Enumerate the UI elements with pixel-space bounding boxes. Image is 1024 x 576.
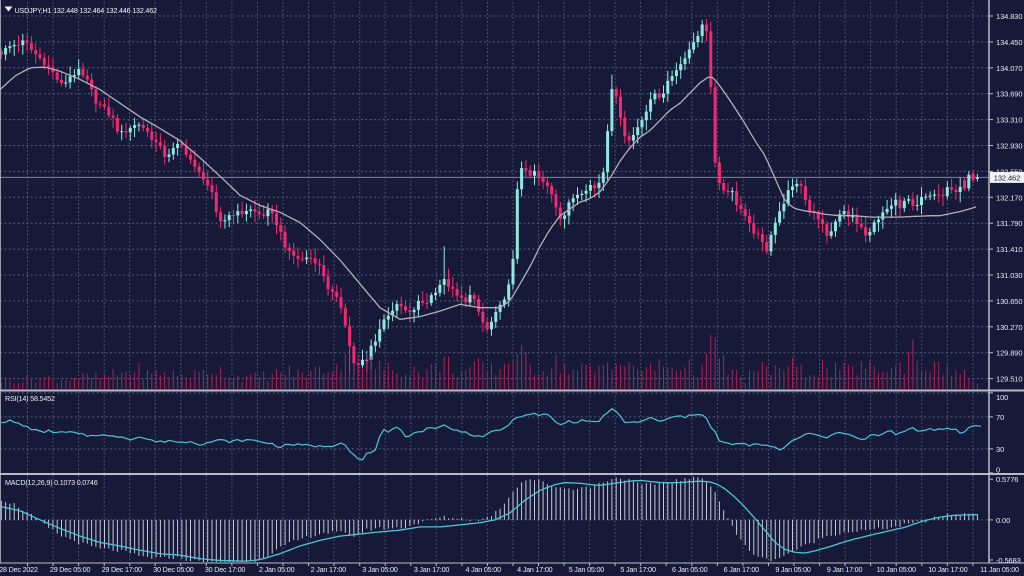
svg-text:132.170: 132.170 [996, 193, 1022, 202]
svg-text:130.270: 130.270 [996, 323, 1022, 332]
svg-text:6 Jan 17:00: 6 Jan 17:00 [724, 565, 760, 574]
svg-text:0.5776: 0.5776 [996, 475, 1018, 484]
svg-text:70: 70 [996, 413, 1004, 422]
svg-text:29 Dec 05:00: 29 Dec 05:00 [50, 565, 91, 574]
svg-text:133.690: 133.690 [996, 90, 1022, 99]
svg-text:RSI(14) 58.5452: RSI(14) 58.5452 [5, 394, 55, 403]
svg-text:11 Jan 05:00: 11 Jan 05:00 [980, 565, 1019, 574]
svg-text:132.930: 132.930 [996, 142, 1022, 151]
svg-text:4 Jan 17:00: 4 Jan 17:00 [517, 565, 553, 574]
svg-text:3 Jan 05:00: 3 Jan 05:00 [362, 565, 398, 574]
svg-text:USDJPY,H1 132.448 132.464 132: USDJPY,H1 132.448 132.464 132.446 132.46… [15, 6, 158, 15]
svg-text:131.030: 131.030 [996, 271, 1022, 280]
svg-text:132.462: 132.462 [994, 173, 1020, 182]
svg-text:133.310: 133.310 [996, 116, 1022, 125]
svg-text:129.890: 129.890 [996, 349, 1022, 358]
svg-text:6 Jan 05:00: 6 Jan 05:00 [672, 565, 708, 574]
svg-text:129.510: 129.510 [996, 375, 1022, 384]
svg-text:131.790: 131.790 [996, 219, 1022, 228]
svg-text:5 Jan 05:00: 5 Jan 05:00 [569, 565, 605, 574]
svg-text:134.450: 134.450 [996, 38, 1022, 47]
svg-text:30 Dec 05:00: 30 Dec 05:00 [153, 565, 194, 574]
svg-text:9 Jan 17:00: 9 Jan 17:00 [827, 565, 863, 574]
svg-text:0.00: 0.00 [996, 516, 1010, 525]
svg-text:2 Jan 17:00: 2 Jan 17:00 [311, 565, 347, 574]
svg-text:-0.5683: -0.5683 [996, 556, 1021, 565]
svg-text:28 Dec 2022: 28 Dec 2022 [0, 565, 38, 574]
svg-text:3 Jan 17:00: 3 Jan 17:00 [414, 565, 450, 574]
svg-text:30 Dec 17:00: 30 Dec 17:00 [205, 565, 246, 574]
svg-text:2 Jan 05:00: 2 Jan 05:00 [259, 565, 295, 574]
svg-text:MACD(12,26,9) 0.1073 0.0746: MACD(12,26,9) 0.1073 0.0746 [5, 478, 98, 487]
svg-text:134.830: 134.830 [996, 12, 1022, 21]
svg-text:29 Dec 17:00: 29 Dec 17:00 [102, 565, 143, 574]
svg-text:134.070: 134.070 [996, 64, 1022, 73]
svg-text:30: 30 [996, 445, 1004, 454]
svg-text:10 Jan 17:00: 10 Jan 17:00 [928, 565, 967, 574]
svg-text:100: 100 [996, 393, 1008, 402]
svg-text:130.650: 130.650 [996, 297, 1022, 306]
svg-text:10 Jan 05:00: 10 Jan 05:00 [877, 565, 916, 574]
svg-text:4 Jan 05:00: 4 Jan 05:00 [466, 565, 502, 574]
svg-text:5 Jan 17:00: 5 Jan 17:00 [620, 565, 656, 574]
svg-text:131.410: 131.410 [996, 245, 1022, 254]
svg-text:0: 0 [996, 466, 1000, 475]
svg-text:9 Jan 05:00: 9 Jan 05:00 [775, 565, 811, 574]
